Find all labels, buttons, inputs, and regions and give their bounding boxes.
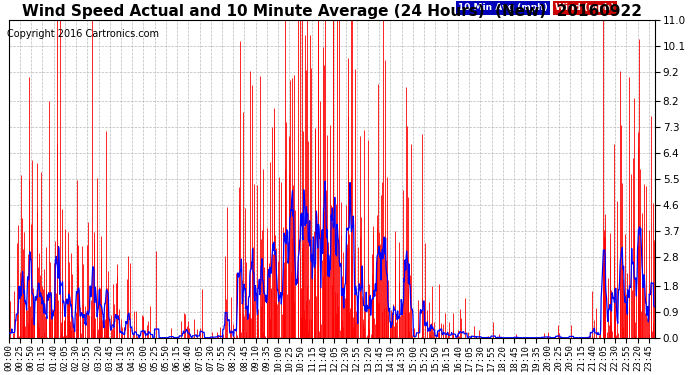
Text: Wind (mph): Wind (mph) <box>555 3 614 12</box>
Text: 10 Min Avg (mph): 10 Min Avg (mph) <box>458 3 548 12</box>
Text: Copyright 2016 Cartronics.com: Copyright 2016 Cartronics.com <box>7 29 159 39</box>
Title: Wind Speed Actual and 10 Minute Average (24 Hours)  (New)  20160922: Wind Speed Actual and 10 Minute Average … <box>22 4 642 19</box>
